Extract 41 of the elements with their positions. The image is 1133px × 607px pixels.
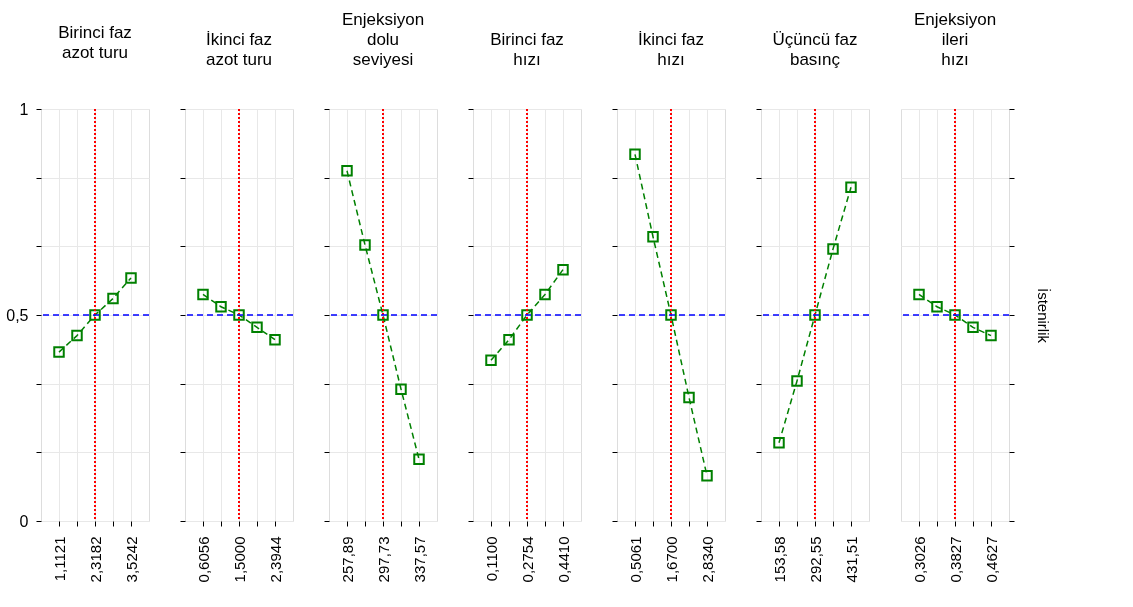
text: İkinci faz — [637, 30, 705, 49]
x-tick-label: 2,3182 — [86, 536, 104, 583]
x-tick-label: 1,5000 — [230, 536, 248, 583]
x-tick-label: 0,3827 — [946, 536, 964, 583]
text: hızı — [657, 50, 685, 69]
text: İkinci faz — [205, 30, 273, 49]
text: ileri — [941, 30, 969, 49]
x-tick-label: 257,89 — [338, 536, 356, 583]
x-tick-label: 0,4410 — [554, 536, 572, 583]
text: Birinci faz — [490, 30, 564, 49]
x-tick-label: 153,58 — [770, 536, 788, 583]
x-tick-label: 0,2754 — [518, 536, 536, 583]
x-tick-label: 0,1100 — [482, 536, 500, 582]
text: azot turu — [61, 43, 129, 62]
y-tick-label: 1 — [19, 100, 29, 118]
text: basınç — [789, 50, 841, 69]
y-tick-label: 0,5 — [6, 306, 29, 324]
x-tick-label: 0,5061 — [626, 536, 644, 583]
text: hızı — [513, 50, 541, 69]
x-tick-label: 0,4627 — [982, 536, 1000, 583]
text: dolu — [366, 30, 400, 49]
x-tick-label: 2,3944 — [266, 536, 284, 583]
y-tick-label: 0 — [19, 512, 29, 530]
text: Enjeksiyon — [341, 10, 425, 29]
x-tick-label: 431,51 — [842, 536, 860, 583]
x-tick-label: 1,6700 — [662, 536, 680, 583]
x-tick-label: 297,73 — [374, 536, 392, 583]
x-tick-label: 1,1121 — [50, 536, 68, 582]
text: Enjeksiyon — [913, 10, 997, 29]
x-tick-label: 337,57 — [410, 536, 428, 583]
text: Üçüncü faz — [772, 30, 858, 49]
x-tick-label: 292,55 — [806, 536, 824, 583]
text: hızı — [941, 50, 969, 69]
x-tick-label: 0,3026 — [910, 536, 928, 583]
x-tick-label: 3,5242 — [122, 536, 140, 583]
text: seviyesi — [352, 50, 414, 69]
y-axis-title: İstenirlik — [1035, 287, 1052, 344]
text: Birinci faz — [58, 23, 132, 42]
text: azot turu — [205, 50, 273, 69]
x-tick-label: 2,8340 — [698, 536, 716, 583]
x-tick-label: 0,6056 — [194, 536, 212, 583]
